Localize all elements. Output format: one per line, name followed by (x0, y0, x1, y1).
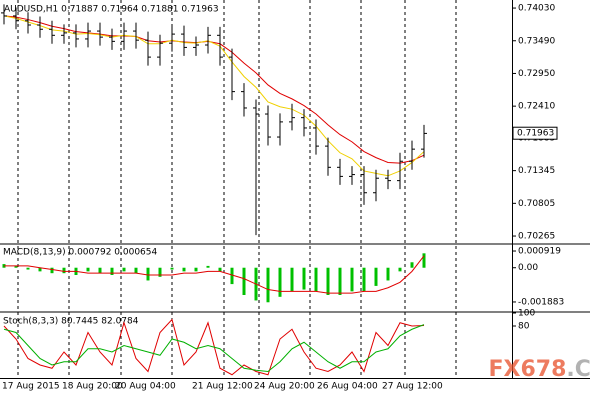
macd-bar (122, 267, 126, 272)
macd-bar (290, 267, 294, 292)
y-tick-label: 0.71345 (518, 166, 555, 176)
y-tick-label: 100 (518, 309, 535, 319)
macd-bar (242, 267, 246, 295)
macd-bar (62, 267, 66, 274)
watermark-domain: .COM (566, 357, 590, 382)
macd-bar (158, 267, 162, 277)
price-title: AUDUSD,H1 0.71887 0.71964 0.71881 0.7196… (4, 5, 219, 15)
x-tick-label: 21 Aug 12:00 (192, 382, 253, 392)
macd-bar (110, 267, 114, 275)
x-tick-label: 20 Aug 04:00 (115, 382, 176, 392)
y-tick-label: 0.70805 (518, 199, 555, 209)
x-tick-label: 27 Aug 12:00 (382, 382, 443, 392)
y-tick-label: 0.73490 (518, 36, 555, 46)
macd-signal (4, 255, 425, 294)
x-tick-label: 18 Aug 20:00 (62, 382, 123, 392)
macd-bar (194, 267, 198, 272)
panel-frames (0, 0, 590, 379)
y-tick-label: 0.70265 (518, 232, 555, 242)
y-tick-label: 0.000919 (518, 247, 561, 257)
macd-bar (278, 267, 282, 297)
stoch-line (3, 318, 425, 376)
macd-bar (314, 267, 318, 292)
stoch-line (3, 324, 425, 373)
macd-bar (338, 267, 342, 295)
macd-bar (374, 267, 378, 286)
x-tick-label: 26 Aug 04:00 (317, 382, 378, 392)
macd-bar (266, 267, 270, 303)
macd-bar (98, 267, 102, 274)
macd-bar (14, 265, 18, 268)
macd-bar (230, 267, 234, 285)
macd-bar (326, 267, 330, 295)
macd-bar (362, 267, 366, 292)
macd-bar (146, 267, 150, 281)
macd-bar (38, 267, 42, 272)
y-tick-label: -0.001883 (518, 297, 564, 307)
macd-bar (86, 267, 90, 272)
y-tick-label: 0.00 (518, 263, 538, 273)
y-tick-label: 0.74030 (518, 4, 555, 14)
macd-bar (50, 267, 54, 274)
macd-bar (218, 267, 222, 272)
macd-bar (302, 267, 306, 290)
moving-average (3, 15, 425, 164)
macd-bar (410, 262, 414, 268)
x-tick-label: 17 Aug 2015 (2, 382, 60, 392)
macd-bar (350, 267, 354, 292)
macd-bar (386, 267, 390, 281)
macd-bar (182, 267, 186, 272)
last-price-box (512, 126, 558, 140)
macd-bar (134, 267, 138, 274)
y-tick-label: 0.72950 (518, 69, 555, 79)
macd-bar (398, 267, 402, 272)
macd-bar (206, 265, 210, 268)
watermark-brand: FX678 (488, 357, 566, 382)
last-price-label: 0.71963 (517, 129, 554, 139)
moving-average (3, 15, 425, 177)
stoch-title: Stoch(8,3,3) 80.7445 82.0784 (3, 317, 139, 327)
macd-bar (422, 253, 426, 268)
y-tick-label: 80 (518, 322, 530, 332)
watermark: FX678.COM (488, 357, 590, 382)
macd-bar (26, 267, 30, 270)
macd-bar (170, 267, 174, 270)
y-tick-label: 0.72410 (518, 102, 555, 112)
x-tick-label: 24 Aug 20:00 (254, 382, 315, 392)
macd-title: MACD(8,13,9) 0.000792 0.000654 (3, 248, 158, 258)
